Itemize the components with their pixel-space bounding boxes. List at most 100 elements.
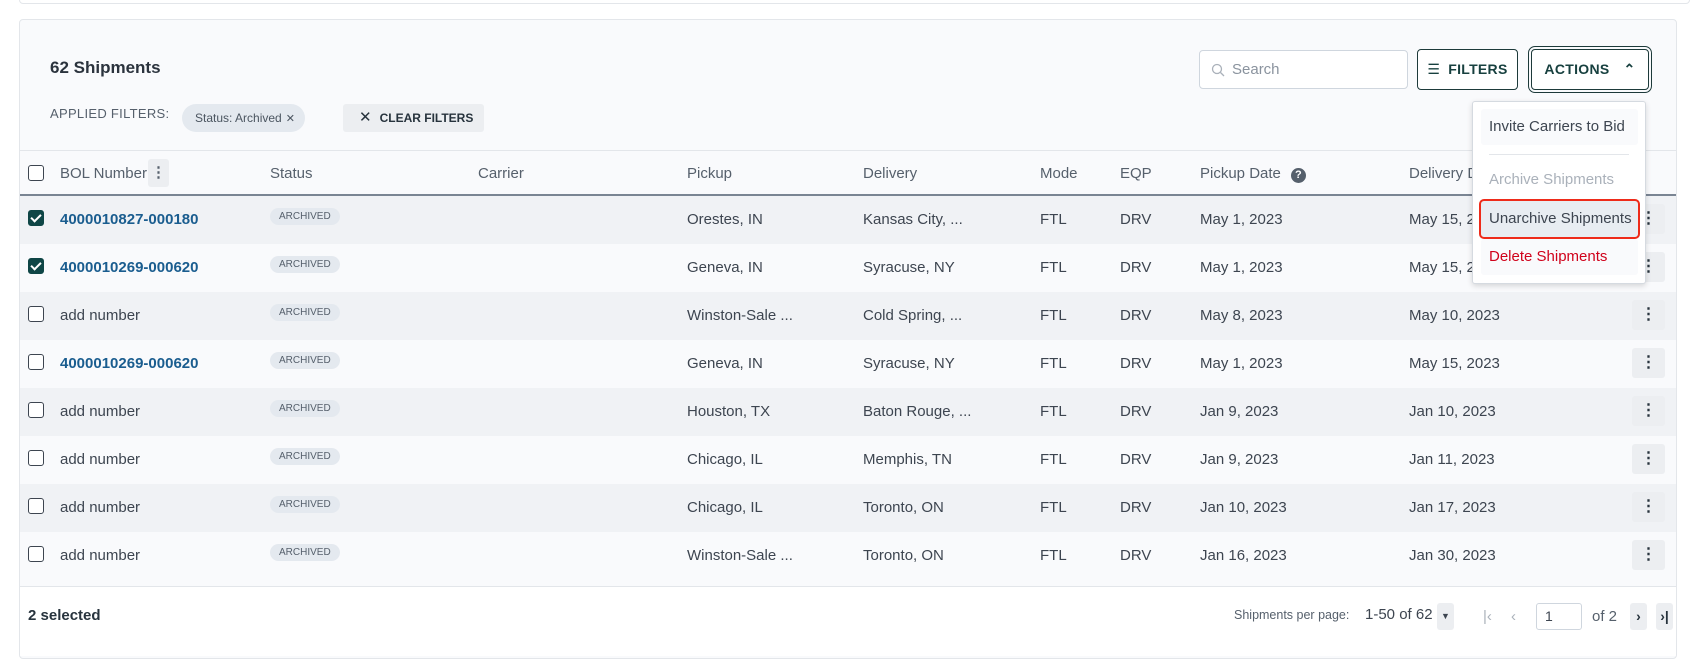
cell-pickup: Winston-Sale ... — [687, 307, 793, 324]
filters-button[interactable]: ☰ FILTERS — [1417, 49, 1518, 90]
search-icon — [1211, 63, 1225, 77]
cell-pickup: Chicago, IL — [687, 499, 763, 516]
cell-eqp: DRV — [1120, 547, 1152, 564]
cell-mode: FTL — [1040, 211, 1067, 228]
col-carrier[interactable]: Carrier — [478, 165, 524, 182]
row-checkbox[interactable] — [28, 402, 44, 418]
cell-delivery-date: May 10, 2023 — [1409, 307, 1500, 324]
cell-pickup: Geneva, IN — [687, 355, 763, 372]
row-checkbox[interactable] — [28, 498, 44, 514]
cell-delivery: Toronto, ON — [863, 499, 944, 516]
menu-item-unarchive-shipments[interactable]: Unarchive Shipments — [1479, 199, 1640, 239]
cell-pickup: Chicago, IL — [687, 451, 763, 468]
cell-bol[interactable]: add number — [60, 307, 141, 324]
shipments-card: 62 Shipments APPLIED FILTERS: Status: Ar… — [19, 19, 1677, 659]
cell-mode: FTL — [1040, 547, 1067, 564]
cell-bol[interactable]: add number — [60, 547, 141, 564]
menu-item-delete-shipments[interactable]: Delete Shipments — [1481, 239, 1638, 275]
actions-button[interactable]: ACTIONS ⌃ — [1528, 46, 1652, 93]
prev-page-icon[interactable]: ‹ — [1511, 608, 1516, 625]
search-input[interactable]: Search — [1199, 50, 1408, 89]
cell-pickup-date: May 1, 2023 — [1200, 355, 1283, 372]
table-header: BOL Number ⋮ Status Carrier Pickup Deliv… — [20, 150, 1676, 196]
row-menu-icon[interactable]: ⋮ — [1632, 540, 1665, 570]
col-bol-number[interactable]: BOL Number — [60, 165, 147, 182]
col-delivery[interactable]: Delivery — [863, 165, 918, 182]
cell-status: ARCHIVED — [270, 544, 340, 561]
page-input[interactable]: 1 — [1536, 603, 1582, 630]
table-row[interactable]: 4000010827-000180 ARCHIVED Orestes, IN Kans… — [20, 196, 1676, 244]
table-row[interactable]: add number ARCHIVED Winston-Sale ... Toront… — [20, 532, 1676, 580]
table-row[interactable]: add number ARCHIVED Chicago, IL Memphis, TN… — [20, 436, 1676, 484]
help-icon[interactable]: ? — [1290, 168, 1306, 183]
col-mode[interactable]: Mode — [1040, 165, 1078, 182]
filter-chip-status[interactable]: Status: Archived ✕ — [182, 104, 305, 132]
row-menu-icon[interactable]: ⋮ — [1632, 444, 1665, 474]
row-menu-icon[interactable]: ⋮ — [1632, 396, 1665, 426]
page-range: 1-50 of 62 — [1365, 606, 1433, 623]
row-checkbox[interactable] — [28, 450, 44, 466]
cell-mode: FTL — [1040, 403, 1067, 420]
per-page-dropdown[interactable]: ▼ — [1437, 603, 1454, 630]
cell-bol[interactable]: 4000010269-000620 — [60, 259, 199, 276]
table-row[interactable]: add number ARCHIVED Houston, TX Baton Rouge… — [20, 388, 1676, 436]
row-menu-icon[interactable]: ⋮ — [1632, 300, 1665, 330]
cell-delivery-date: Jan 30, 2023 — [1409, 547, 1496, 564]
table-row[interactable]: add number ARCHIVED Winston-Sale ... Cold S… — [20, 292, 1676, 340]
cell-bol[interactable]: add number — [60, 499, 141, 516]
clear-filters-button[interactable]: ✕ CLEAR FILTERS — [343, 104, 484, 132]
row-checkbox[interactable] — [28, 354, 44, 370]
row-menu-icon[interactable]: ⋮ — [1632, 492, 1665, 522]
cell-delivery: Syracuse, NY — [863, 259, 955, 276]
table-row[interactable]: 4000010269-000620 ARCHIVED Geneva, IN Syrac… — [20, 340, 1676, 388]
filters-label: FILTERS — [1448, 61, 1508, 77]
cell-delivery-date: Jan 17, 2023 — [1409, 499, 1496, 516]
cell-bol[interactable]: 4000010269-000620 — [60, 355, 199, 372]
first-page-icon[interactable]: |‹ — [1483, 608, 1492, 625]
cell-pickup-date: Jan 10, 2023 — [1200, 499, 1287, 516]
cell-eqp: DRV — [1120, 259, 1152, 276]
cell-mode: FTL — [1040, 307, 1067, 324]
col-eqp[interactable]: EQP — [1120, 165, 1152, 182]
row-checkbox[interactable] — [28, 210, 44, 226]
table-footer: 2 selected Shipments per page: 1-50 of 6… — [20, 586, 1676, 656]
cell-pickup: Winston-Sale ... — [687, 547, 793, 564]
col-pickup-date[interactable]: Pickup Date? — [1200, 165, 1306, 183]
cell-pickup-date: Jan 9, 2023 — [1200, 451, 1279, 468]
close-icon: ✕ — [359, 109, 372, 126]
cell-bol[interactable]: 4000010827-000180 — [60, 211, 199, 228]
cell-bol[interactable]: add number — [60, 403, 141, 420]
cell-eqp: DRV — [1120, 211, 1152, 228]
row-checkbox[interactable] — [28, 306, 44, 322]
chevron-up-icon: ⌃ — [1623, 61, 1636, 77]
col-status[interactable]: Status — [270, 165, 313, 182]
table-row[interactable]: 4000010269-000620 ARCHIVED Geneva, IN Syrac… — [20, 244, 1676, 292]
next-page-icon[interactable]: › — [1630, 603, 1647, 630]
col-pickup[interactable]: Pickup — [687, 165, 733, 182]
column-menu-icon[interactable]: ⋮ — [148, 159, 169, 187]
cell-eqp: DRV — [1120, 355, 1152, 372]
cell-pickup-date: May 1, 2023 — [1200, 211, 1283, 228]
cell-delivery: Cold Spring, ... — [863, 307, 963, 324]
menu-divider — [1489, 154, 1629, 155]
page-title: 62 Shipments — [50, 58, 161, 77]
row-checkbox[interactable] — [28, 258, 44, 274]
table-row[interactable]: add number ARCHIVED Chicago, IL Toronto, ON… — [20, 484, 1676, 532]
select-all-checkbox[interactable] — [28, 165, 44, 181]
cell-delivery: Toronto, ON — [863, 547, 944, 564]
cell-eqp: DRV — [1120, 307, 1152, 324]
last-page-icon[interactable]: ›| — [1656, 603, 1673, 630]
actions-label: ACTIONS — [1544, 61, 1610, 77]
col-pickup-date-label: Pickup Date — [1200, 165, 1281, 182]
per-page-label: Shipments per page: — [1234, 608, 1350, 622]
remove-filter-icon[interactable]: ✕ — [285, 113, 295, 125]
row-checkbox[interactable] — [28, 546, 44, 562]
cell-bol[interactable]: add number — [60, 451, 141, 468]
cell-pickup-date: May 1, 2023 — [1200, 259, 1283, 276]
cell-delivery: Kansas City, ... — [863, 211, 963, 228]
row-menu-icon[interactable]: ⋮ — [1632, 348, 1665, 378]
cell-status: ARCHIVED — [270, 400, 340, 417]
menu-item-invite-carriers[interactable]: Invite Carriers to Bid — [1481, 109, 1638, 145]
cell-status: ARCHIVED — [270, 304, 340, 321]
cell-pickup-date: May 8, 2023 — [1200, 307, 1283, 324]
